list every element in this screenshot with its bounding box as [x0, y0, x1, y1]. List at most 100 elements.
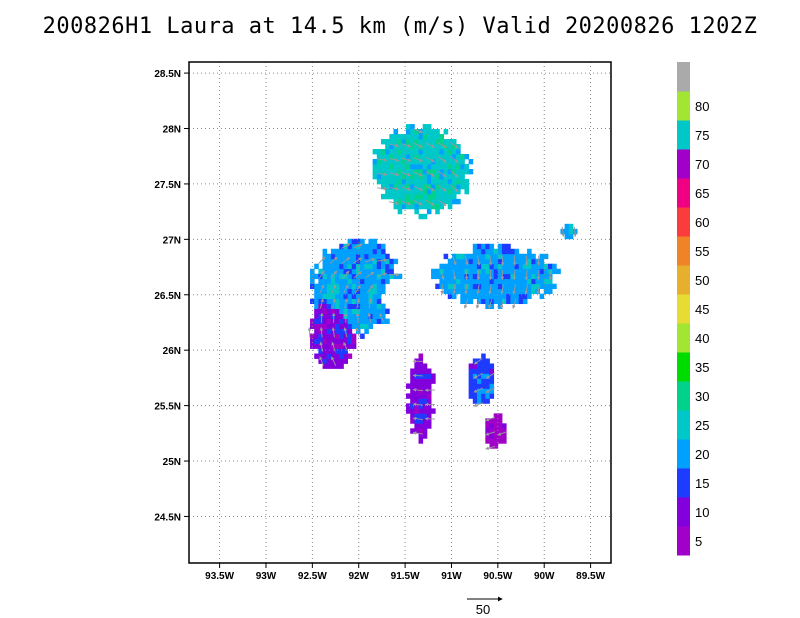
- wind-cell: [468, 263, 474, 270]
- wind-cell: [322, 328, 328, 334]
- wind-cell: [481, 363, 486, 369]
- wind-cell: [460, 178, 465, 185]
- wind-cell: [397, 149, 403, 155]
- wind-cell: [360, 288, 365, 295]
- wind-cell: [451, 168, 457, 175]
- wind-cell: [451, 153, 457, 160]
- wind-cell: [481, 273, 486, 280]
- wind-cell: [518, 288, 524, 295]
- wind-cell: [397, 178, 403, 185]
- wind-cell: [347, 288, 353, 295]
- wind-cell: [364, 293, 369, 300]
- wind-cell: [493, 413, 499, 419]
- wind-cell: [360, 283, 365, 290]
- wind-cell: [485, 378, 490, 384]
- wind-cell: [376, 313, 382, 319]
- wind-cell: [385, 318, 390, 324]
- wind-cell: [335, 313, 340, 319]
- wind-vector: [330, 270, 338, 279]
- wind-cell: [497, 248, 503, 255]
- wind-cell: [343, 333, 348, 339]
- wind-cell: [380, 178, 386, 185]
- wind-cell: [372, 263, 378, 270]
- wind-cell: [339, 283, 344, 290]
- wind-cell: [414, 398, 419, 404]
- wind-cell: [564, 223, 570, 230]
- wind-cell: [335, 268, 340, 275]
- wind-cell: [414, 158, 419, 165]
- wind-cell: [506, 298, 511, 305]
- wind-cell: [468, 288, 474, 295]
- wind-cell: [410, 183, 415, 190]
- wind-cell: [431, 203, 436, 210]
- wind-cell: [397, 163, 403, 170]
- wind-cell: [422, 363, 428, 369]
- wind-cell: [485, 398, 490, 404]
- wind-cell: [339, 263, 344, 270]
- wind-cell: [380, 278, 386, 285]
- wind-cell: [380, 308, 386, 315]
- wind-cell: [435, 203, 440, 210]
- wind-cell: [468, 268, 474, 275]
- wind-cell: [447, 283, 453, 290]
- wind-vector: [413, 185, 424, 191]
- wind-cell: [568, 233, 574, 240]
- wind-cell: [368, 278, 374, 285]
- wind-cell: [439, 158, 444, 165]
- wind-cell: [539, 263, 545, 270]
- wind-cell: [489, 253, 495, 260]
- wind-cell: [447, 278, 453, 285]
- wind-cell: [347, 303, 353, 310]
- wind-cell: [385, 273, 390, 280]
- wind-cell: [347, 258, 353, 265]
- wind-cell: [347, 263, 353, 270]
- wind-cell: [556, 268, 561, 275]
- wind-cell: [426, 193, 432, 200]
- wind-cell: [368, 238, 374, 245]
- wind-cell: [401, 163, 407, 170]
- wind-cell: [485, 248, 490, 255]
- wind-vector: [437, 170, 447, 178]
- wind-cell: [522, 293, 528, 300]
- wind-cell: [410, 178, 415, 185]
- wind-cell: [547, 283, 553, 290]
- wind-cell: [502, 273, 507, 280]
- wind-cell: [339, 343, 344, 349]
- wind-cell: [414, 188, 419, 195]
- wind-cell: [489, 378, 495, 384]
- wind-cell: [389, 139, 394, 145]
- wind-cell: [422, 373, 428, 379]
- wind-cell: [426, 129, 432, 135]
- x-tick-label: 93.5W: [205, 571, 234, 582]
- wind-cell: [393, 188, 399, 195]
- wind-cell: [447, 149, 453, 155]
- y-tick-label: 24.5N: [154, 512, 181, 523]
- wind-cell: [414, 183, 419, 190]
- wind-cell: [481, 378, 486, 384]
- wind-vector: [476, 255, 481, 266]
- wind-cell: [443, 198, 449, 205]
- wind-cell: [347, 328, 353, 334]
- wind-cell: [426, 373, 432, 379]
- wind-cell: [443, 288, 449, 295]
- wind-cell: [401, 168, 407, 175]
- wind-cell: [418, 183, 424, 190]
- wind-cell: [368, 293, 374, 300]
- wind-cell: [322, 288, 328, 295]
- wind-vector: [389, 172, 400, 177]
- wind-cell: [335, 253, 340, 260]
- wind-cell: [464, 288, 470, 295]
- wind-cell: [506, 263, 511, 270]
- wind-vector: [401, 143, 412, 148]
- wind-cell: [456, 188, 461, 195]
- wind-cell: [376, 308, 382, 315]
- wind-cell: [431, 408, 436, 414]
- wind-cell: [385, 158, 390, 165]
- wind-cell: [414, 413, 419, 419]
- wind-cell: [451, 268, 457, 275]
- wind-cell: [543, 268, 549, 275]
- wind-cell: [397, 134, 403, 140]
- wind-cell: [326, 323, 332, 329]
- wind-cell: [339, 288, 344, 295]
- wind-cell: [351, 283, 357, 290]
